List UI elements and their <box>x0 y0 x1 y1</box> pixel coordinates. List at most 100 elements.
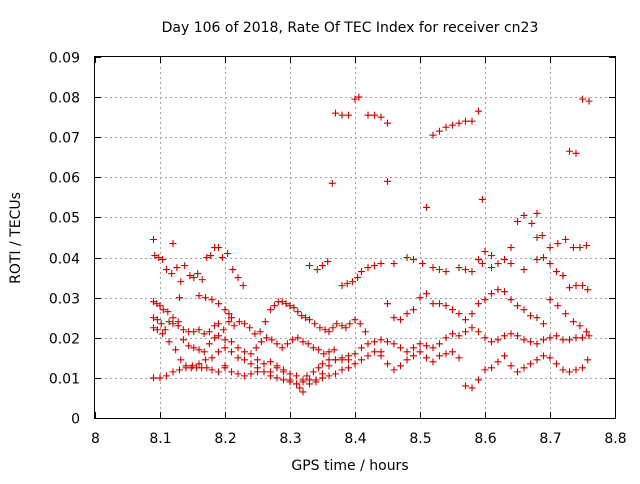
y-tick-label: 0.05 <box>49 211 80 227</box>
data-point <box>507 362 515 370</box>
data-point <box>423 354 430 362</box>
data-point <box>554 240 562 248</box>
data-point <box>298 312 306 320</box>
data-point <box>540 336 547 344</box>
data-point <box>533 234 541 241</box>
data-point <box>164 308 172 316</box>
data-point <box>263 334 271 342</box>
data-point <box>429 300 437 308</box>
data-point <box>553 268 560 276</box>
data-point <box>462 266 469 274</box>
data-point <box>494 286 502 294</box>
data-point <box>173 264 181 272</box>
data-point <box>364 111 372 119</box>
data-point <box>579 334 586 342</box>
x-tick-label: 8.3 <box>279 431 301 447</box>
data-point <box>455 310 463 318</box>
data-point <box>150 374 157 382</box>
data-point <box>319 360 326 368</box>
data-point <box>319 370 326 378</box>
data-point <box>333 320 341 328</box>
data-point <box>221 362 229 370</box>
data-point <box>215 332 222 340</box>
data-point <box>576 244 584 252</box>
data-point <box>429 358 437 366</box>
data-point <box>533 256 541 264</box>
data-point <box>494 260 502 268</box>
data-point <box>208 366 216 374</box>
data-point <box>278 298 286 306</box>
data-point <box>436 266 443 274</box>
data-point <box>293 380 300 388</box>
data-point <box>311 320 319 328</box>
data-point <box>320 350 328 358</box>
data-point <box>488 252 495 260</box>
data-point <box>280 368 287 376</box>
data-point <box>156 302 164 310</box>
data-point <box>343 280 351 288</box>
data-point <box>299 376 307 384</box>
data-point <box>364 352 372 360</box>
data-point <box>546 244 554 252</box>
data-point <box>273 340 281 348</box>
data-point <box>384 338 391 346</box>
data-point <box>538 231 546 239</box>
data-point <box>488 290 495 298</box>
data-point <box>361 328 369 336</box>
data-point <box>278 344 286 352</box>
data-point <box>345 364 352 372</box>
data-point <box>234 344 242 352</box>
data-point <box>211 334 219 342</box>
data-point <box>358 268 365 276</box>
data-point <box>221 306 229 314</box>
data-point <box>416 348 424 356</box>
data-point <box>246 324 254 332</box>
data-point <box>507 244 515 252</box>
data-point <box>289 336 297 344</box>
y-tick-label: 0.09 <box>49 51 80 67</box>
grid-layer <box>95 57 615 418</box>
x-tick-label: 8 <box>91 431 100 447</box>
data-point <box>267 358 274 366</box>
data-point <box>215 320 222 328</box>
data-point <box>384 177 391 185</box>
data-point <box>540 352 547 360</box>
data-point <box>312 378 320 386</box>
data-point <box>168 270 176 278</box>
y-tick-label: 0.08 <box>49 91 80 107</box>
data-point <box>348 278 356 286</box>
data-point <box>338 282 346 290</box>
data-point <box>507 260 515 268</box>
data-point <box>358 344 365 352</box>
data-point <box>315 346 323 354</box>
data-point <box>371 338 378 346</box>
data-point <box>200 348 208 356</box>
data-point <box>520 306 528 314</box>
data-point <box>176 294 183 302</box>
data-point <box>494 336 502 344</box>
data-point <box>332 370 339 378</box>
data-point <box>224 250 232 258</box>
data-point <box>520 336 528 344</box>
data-point <box>316 324 324 332</box>
data-point <box>358 356 365 364</box>
data-point <box>468 310 476 318</box>
data-point <box>270 302 278 310</box>
data-point <box>462 316 469 324</box>
y-tick-label: 0.03 <box>49 292 80 308</box>
data-point <box>267 306 274 314</box>
data-point <box>481 296 489 304</box>
data-point <box>436 127 443 135</box>
data-point <box>410 352 417 360</box>
data-point <box>481 334 489 342</box>
data-point <box>423 203 430 211</box>
data-point <box>325 372 333 380</box>
data-point <box>306 380 313 388</box>
data-point <box>172 346 180 354</box>
data-point <box>384 119 391 127</box>
data-point <box>533 314 541 322</box>
data-point <box>540 254 547 262</box>
data-point <box>468 117 476 125</box>
data-point <box>309 368 317 376</box>
data-point <box>332 109 339 117</box>
